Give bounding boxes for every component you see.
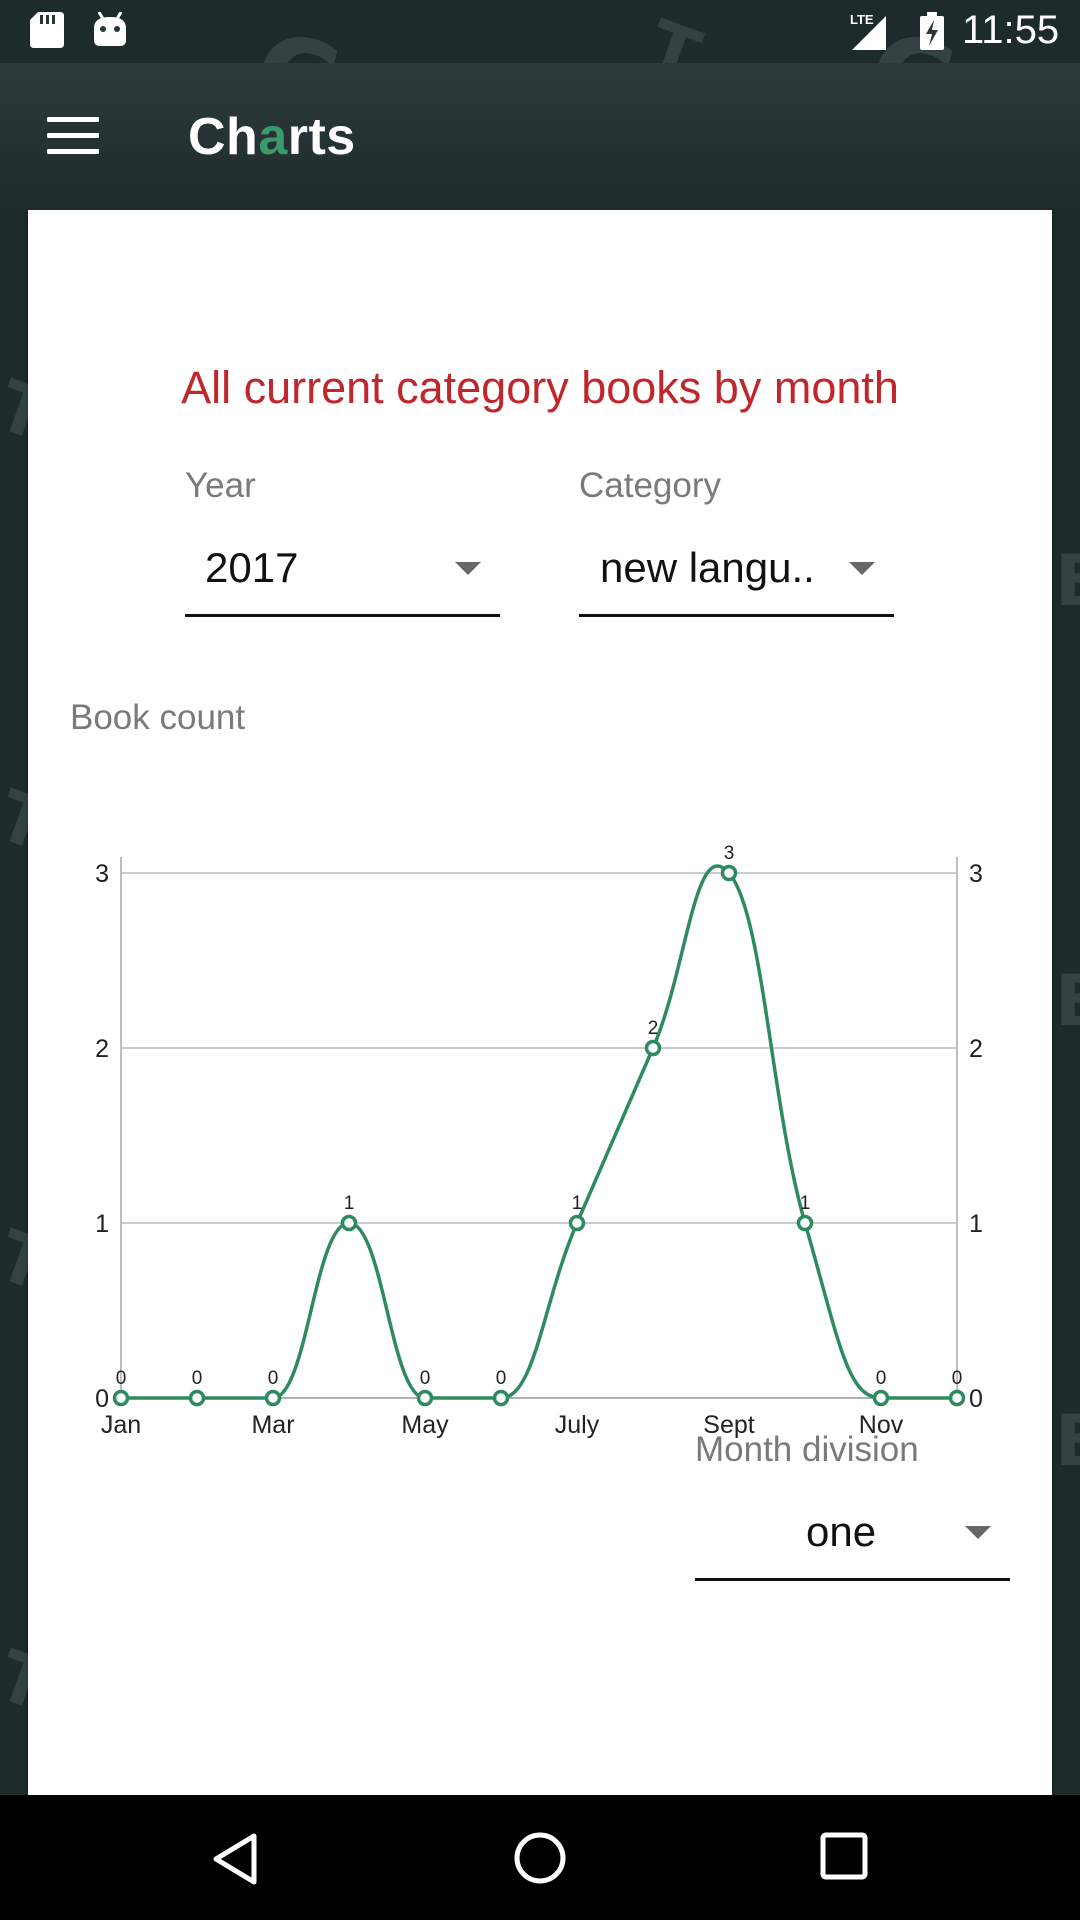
app-toolbar: Charts [0, 63, 1080, 210]
x-tick-label: Mar [251, 1411, 294, 1439]
x-tick-label: Sept [703, 1411, 754, 1439]
data-label: 0 [876, 1368, 887, 1389]
y-tick-label: 1 [95, 1210, 109, 1238]
y-tick-label: 3 [95, 860, 109, 888]
year-value: 2017 [205, 544, 299, 591]
data-label: 2 [648, 1018, 659, 1039]
x-tick-label: July [555, 1411, 600, 1439]
data-point [188, 1389, 206, 1407]
sd-card-icon [30, 12, 64, 48]
year-label: Year [185, 466, 256, 505]
category-spinner[interactable]: new langu.. [579, 522, 894, 617]
y-tick-label: 2 [95, 1035, 109, 1063]
data-point [872, 1389, 890, 1407]
title-part: Ch [188, 108, 259, 166]
x-tick-label: Nov [859, 1411, 904, 1439]
data-label: 0 [952, 1368, 963, 1389]
data-point [568, 1214, 586, 1232]
page-title: Charts [188, 107, 356, 167]
dropdown-arrow-icon [965, 1526, 991, 1539]
x-tick-label: Jan [101, 1411, 141, 1439]
chart-card: All current category books by month Year… [28, 210, 1052, 1795]
x-tick-label: May [401, 1411, 449, 1439]
data-label: 0 [268, 1368, 279, 1389]
data-label: 1 [344, 1193, 355, 1214]
data-point [416, 1389, 434, 1407]
title-accent-letter: a [258, 108, 288, 166]
data-label: 0 [116, 1368, 127, 1389]
category-label: Category [579, 466, 722, 505]
y-tick-label-right: 1 [969, 1210, 983, 1238]
data-point [340, 1214, 358, 1232]
battery-charging-icon [920, 12, 944, 50]
data-point [796, 1214, 814, 1232]
clock: 11:55 [962, 8, 1060, 52]
month-division-label: Month division [695, 1430, 919, 1469]
data-point [492, 1389, 510, 1407]
y-tick-label: 0 [95, 1385, 109, 1413]
network-type-label: LTE [850, 12, 874, 27]
hamburger-menu-icon[interactable] [47, 117, 99, 155]
data-label: 0 [192, 1368, 203, 1389]
data-label: 0 [496, 1368, 507, 1389]
data-label: 3 [724, 843, 735, 864]
data-point [644, 1039, 662, 1057]
data-label: 0 [420, 1368, 431, 1389]
y-axis-title: Book count [70, 698, 246, 737]
month-division-spinner[interactable]: one [695, 1486, 1010, 1581]
recents-icon[interactable] [820, 1832, 868, 1880]
chart-heading: All current category books by month [181, 362, 899, 413]
data-point [720, 864, 738, 882]
navigation-bar [0, 1795, 1080, 1920]
dropdown-arrow-icon [455, 562, 481, 575]
year-spinner[interactable]: 2017 [185, 522, 500, 617]
y-tick-label-right: 3 [969, 860, 983, 888]
home-icon[interactable] [513, 1831, 567, 1885]
data-point [112, 1389, 130, 1407]
series-line [121, 864, 957, 1400]
title-part: rts [287, 108, 356, 166]
y-tick-label-right: 2 [969, 1035, 983, 1063]
y-tick-label-right: 0 [969, 1385, 983, 1413]
month-division-value: one [806, 1508, 877, 1555]
data-point [264, 1389, 282, 1407]
dropdown-arrow-icon [849, 562, 875, 575]
category-value: new langu.. [600, 544, 815, 591]
lte-signal-icon: LTE [850, 12, 886, 50]
android-icon [94, 12, 126, 46]
data-label: 1 [800, 1193, 811, 1214]
back-icon[interactable] [210, 1832, 260, 1886]
status-bar: LTE 11:55 [0, 0, 1080, 63]
data-label: 1 [572, 1193, 583, 1214]
data-point [948, 1389, 966, 1407]
